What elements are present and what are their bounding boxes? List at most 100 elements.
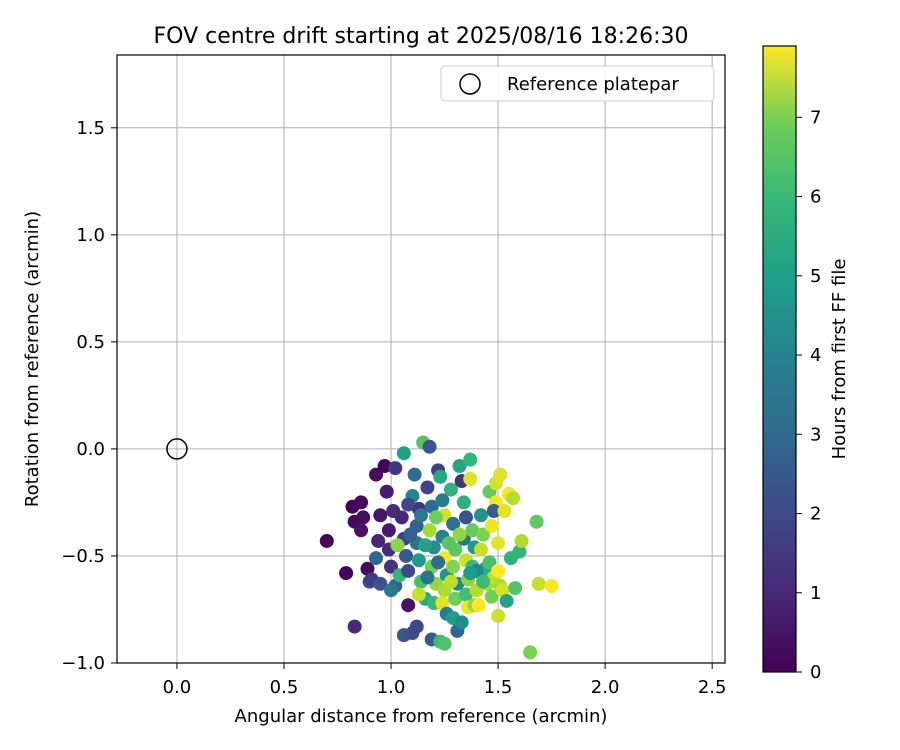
legend: Reference platepar bbox=[440, 65, 715, 102]
data-point bbox=[446, 516, 461, 531]
data-point bbox=[499, 593, 514, 608]
colorbar-tick-label: 2 bbox=[810, 504, 821, 525]
legend-label: Reference platepar bbox=[507, 74, 679, 95]
y-axis-label: Rotation from reference (arcmin) bbox=[22, 211, 43, 507]
data-point bbox=[495, 583, 510, 598]
data-point bbox=[418, 538, 433, 553]
data-point bbox=[396, 446, 411, 461]
data-point bbox=[411, 553, 426, 568]
data-point bbox=[319, 533, 334, 548]
reference-platepar-marker bbox=[166, 438, 188, 460]
data-point bbox=[409, 619, 424, 634]
data-point bbox=[452, 527, 467, 542]
data-point bbox=[544, 578, 559, 593]
data-point bbox=[399, 548, 414, 563]
data-point bbox=[407, 467, 422, 482]
y-tick-label: −1.0 bbox=[61, 653, 105, 674]
data-points bbox=[319, 435, 559, 660]
colorbar-tick-label: 4 bbox=[810, 345, 821, 366]
data-point bbox=[428, 510, 443, 525]
data-point bbox=[371, 533, 386, 548]
data-point bbox=[512, 544, 527, 559]
data-point bbox=[401, 563, 416, 578]
data-point bbox=[373, 508, 388, 523]
data-point bbox=[422, 523, 437, 538]
data-point bbox=[435, 596, 450, 611]
colorbar-frame bbox=[762, 45, 797, 673]
colorbar-tick-label: 7 bbox=[810, 107, 821, 128]
data-point bbox=[356, 510, 371, 525]
data-point bbox=[497, 504, 512, 518]
data-point bbox=[401, 598, 416, 613]
data-point bbox=[403, 527, 418, 542]
data-point bbox=[384, 583, 399, 598]
data-point bbox=[354, 523, 369, 538]
data-point bbox=[354, 495, 369, 510]
data-point bbox=[491, 563, 506, 578]
x-tick-label: 1.5 bbox=[484, 677, 513, 698]
legend-marker-icon bbox=[459, 73, 481, 95]
colorbar-tick-label: 3 bbox=[810, 424, 821, 445]
data-point bbox=[506, 491, 521, 506]
data-point bbox=[448, 591, 463, 606]
data-point bbox=[486, 504, 501, 518]
data-point bbox=[454, 615, 469, 630]
data-point bbox=[424, 499, 439, 514]
colorbar-gradient bbox=[763, 46, 796, 672]
colorbar: 0 1 2 3 4 5 6 7 Hours from first FF file bbox=[762, 45, 850, 683]
data-point bbox=[369, 467, 384, 482]
data-point bbox=[443, 482, 458, 497]
data-point bbox=[523, 645, 538, 660]
x-tick-label: 0.5 bbox=[270, 677, 299, 698]
data-point bbox=[431, 555, 446, 570]
data-point bbox=[456, 495, 471, 510]
colorbar-tick-label: 1 bbox=[810, 583, 821, 604]
data-point bbox=[493, 467, 508, 482]
data-point bbox=[484, 518, 499, 533]
y-tick-label: 0.0 bbox=[76, 439, 105, 460]
data-point bbox=[465, 523, 480, 538]
data-point bbox=[369, 551, 384, 566]
data-point bbox=[491, 536, 506, 551]
x-tick-label: 2.0 bbox=[591, 677, 620, 698]
x-axis-ticks: 0.0 0.5 1.0 1.5 2.0 2.5 bbox=[163, 663, 727, 698]
y-tick-label: −0.5 bbox=[61, 546, 105, 567]
data-point bbox=[394, 510, 409, 525]
y-tick-label: 1.5 bbox=[76, 118, 105, 139]
data-point bbox=[458, 510, 473, 525]
data-point bbox=[476, 527, 491, 542]
data-point bbox=[441, 536, 456, 551]
y-axis-ticks: −1.0 −0.5 0.0 0.5 1.0 1.5 bbox=[61, 118, 117, 674]
data-point bbox=[411, 587, 426, 602]
data-point bbox=[373, 576, 388, 591]
colorbar-label: Hours from first FF file bbox=[829, 259, 850, 460]
x-tick-label: 2.5 bbox=[698, 677, 727, 698]
data-point bbox=[420, 480, 435, 495]
colorbar-ticks: 0 1 2 3 4 5 6 7 bbox=[796, 107, 821, 683]
data-point bbox=[390, 538, 405, 553]
legend-box bbox=[440, 65, 715, 102]
data-point bbox=[414, 508, 428, 523]
chart-title: FOV centre drift starting at 2025/08/16 … bbox=[154, 24, 689, 49]
data-point bbox=[508, 581, 523, 596]
data-point bbox=[482, 555, 497, 570]
data-point bbox=[437, 636, 452, 651]
data-point bbox=[473, 508, 488, 523]
data-point bbox=[377, 459, 392, 474]
data-point bbox=[484, 589, 499, 604]
reference-marker-group bbox=[166, 438, 188, 460]
x-tick-label: 0.0 bbox=[163, 677, 192, 698]
data-point bbox=[458, 587, 473, 602]
y-tick-label: 0.5 bbox=[76, 332, 105, 353]
y-tick-label: 1.0 bbox=[76, 225, 105, 246]
data-point bbox=[339, 566, 354, 581]
data-point bbox=[452, 459, 467, 474]
plot-frame bbox=[116, 54, 726, 664]
data-point bbox=[476, 574, 491, 589]
data-point bbox=[435, 493, 450, 508]
data-point bbox=[360, 561, 375, 576]
data-point bbox=[422, 439, 437, 454]
data-point bbox=[463, 452, 478, 467]
colorbar-tick-label: 0 bbox=[810, 662, 821, 683]
